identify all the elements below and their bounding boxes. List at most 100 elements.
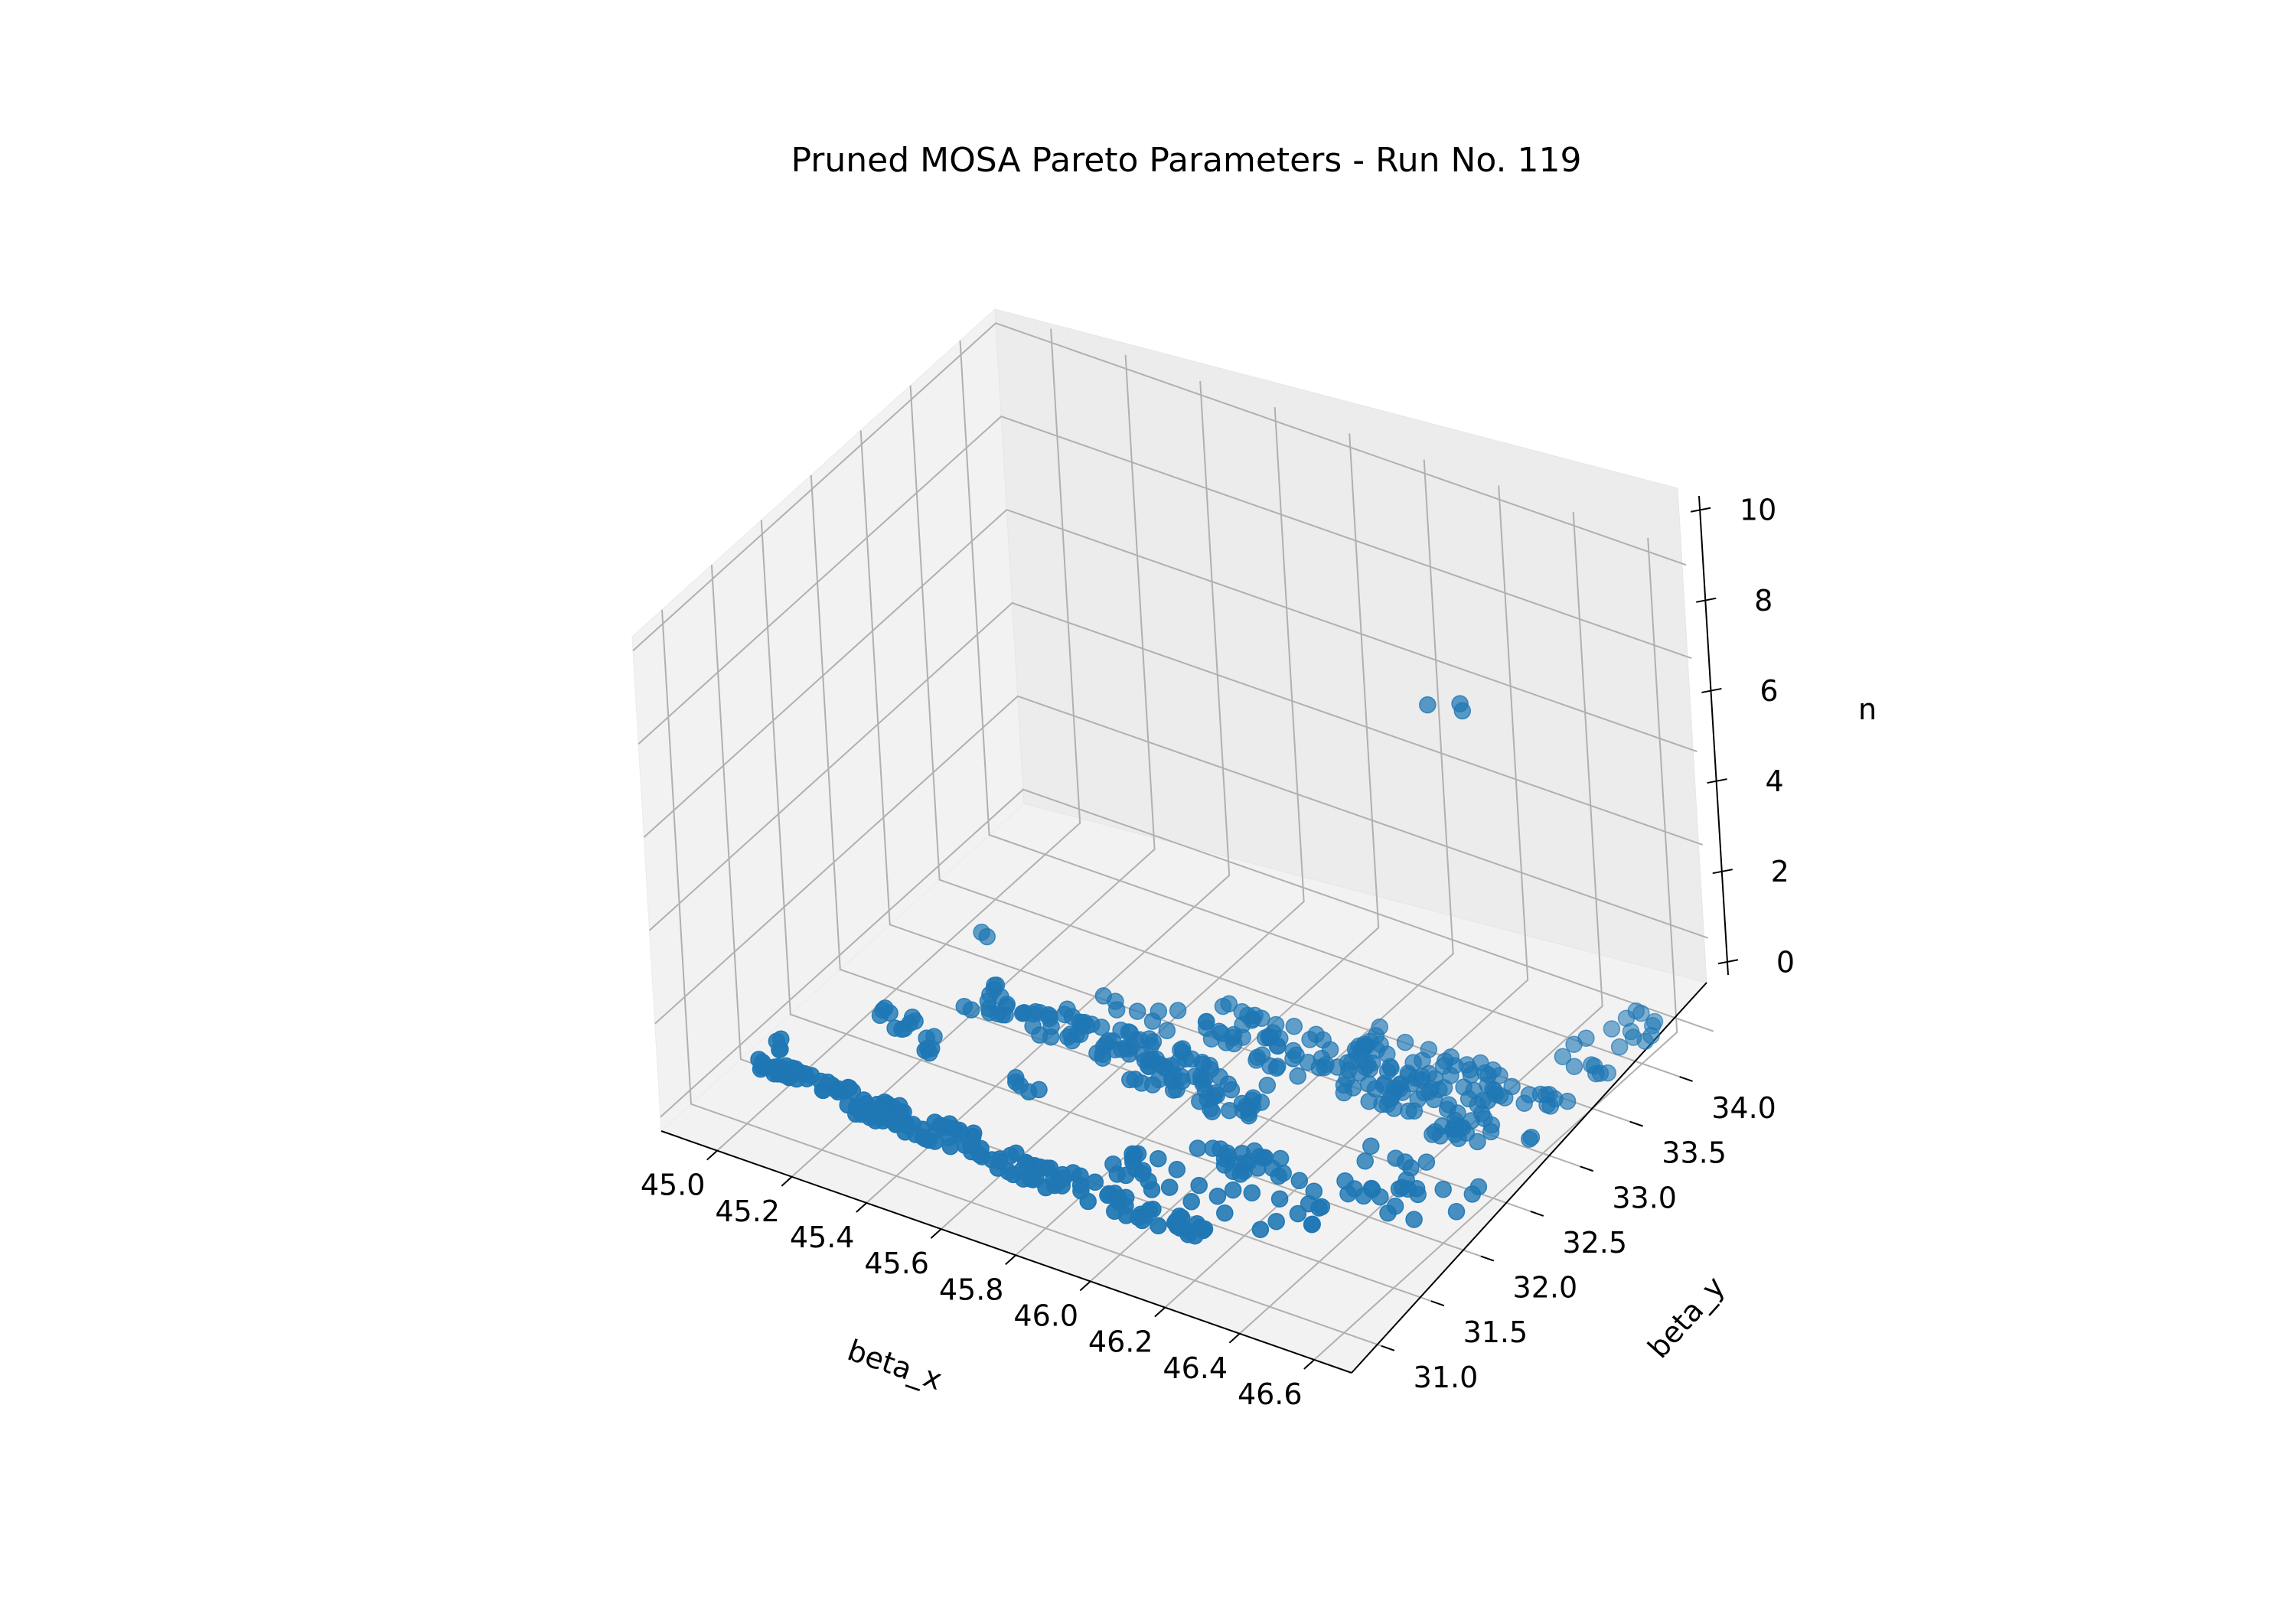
scatter-point bbox=[1037, 1178, 1055, 1197]
scatter-point bbox=[1267, 1212, 1285, 1231]
scatter-point bbox=[1042, 1028, 1060, 1046]
scatter-point bbox=[1419, 696, 1437, 714]
x-tick-label: 46.0 bbox=[1013, 1299, 1078, 1332]
scatter-point bbox=[1117, 1166, 1135, 1185]
x-tick-mark bbox=[706, 1149, 718, 1161]
scatter-point bbox=[1168, 1161, 1186, 1178]
y-tick-mark bbox=[1530, 1210, 1544, 1217]
scatter-point bbox=[1164, 1081, 1182, 1099]
scatter-point bbox=[1202, 1030, 1221, 1048]
scatter-point bbox=[1150, 1149, 1167, 1168]
scatter-point bbox=[1133, 1211, 1151, 1230]
scatter-point bbox=[1310, 1199, 1328, 1217]
y-tick-label: 34.0 bbox=[1711, 1091, 1776, 1125]
z-tick-mark bbox=[1701, 687, 1722, 693]
x-gridline bbox=[941, 407, 1305, 1230]
scatter-point bbox=[1094, 1049, 1112, 1067]
x-tick-mark bbox=[1228, 1333, 1241, 1344]
scatter-point bbox=[1208, 1187, 1227, 1205]
z-gridline bbox=[638, 416, 1692, 745]
z-gridline bbox=[648, 601, 1703, 931]
scatter-point bbox=[1554, 1048, 1572, 1066]
x-gridline bbox=[866, 380, 1231, 1204]
z-tick-mark bbox=[1696, 597, 1717, 603]
axis-ticks: 45.0 45.2 45.4 45.6 45.8 46.0 46.2 46.4 46.6 31.0… bbox=[641, 494, 1795, 1411]
scatter-point bbox=[1310, 1059, 1328, 1077]
z-tick-label: 0 bbox=[1776, 945, 1795, 979]
scatter-point bbox=[1636, 1032, 1654, 1050]
scatter-point bbox=[921, 1044, 938, 1062]
x-tick-label: 45.0 bbox=[641, 1169, 706, 1202]
x-axis-line bbox=[660, 1130, 1352, 1374]
scatter-point bbox=[771, 1041, 788, 1059]
scatter-point bbox=[1231, 1165, 1250, 1183]
z-gridline bbox=[632, 322, 1687, 652]
scatter-point bbox=[1186, 1227, 1204, 1245]
z-tick-mark bbox=[1712, 869, 1733, 875]
y-tick-label: 31.5 bbox=[1463, 1315, 1528, 1349]
scatter-point bbox=[788, 1070, 806, 1088]
scatter-point bbox=[1434, 1181, 1452, 1198]
scatter-point bbox=[1610, 1038, 1629, 1056]
scatter-point bbox=[1565, 1035, 1583, 1053]
y-tick-mark bbox=[1381, 1345, 1395, 1351]
scatter-point bbox=[1335, 1084, 1353, 1102]
x-tick-mark bbox=[930, 1228, 942, 1239]
scatter-point bbox=[1225, 1035, 1243, 1053]
y-gridline bbox=[810, 474, 1531, 1212]
scatter-point bbox=[1289, 1068, 1306, 1085]
scatter-point bbox=[1303, 1215, 1321, 1234]
scatter-point bbox=[1463, 1185, 1482, 1203]
z-tick-mark bbox=[1717, 959, 1739, 965]
scatter-point bbox=[1425, 1090, 1443, 1109]
scatter-point bbox=[1143, 1181, 1161, 1198]
scatter-point bbox=[1222, 1081, 1241, 1099]
scatter-point bbox=[1356, 1152, 1374, 1170]
x-tick-label: 46.2 bbox=[1088, 1325, 1153, 1359]
x-tick-label: 46.4 bbox=[1163, 1351, 1228, 1385]
z-axis-label: n bbox=[1858, 693, 1877, 726]
z-tick-label: 2 bbox=[1771, 855, 1789, 888]
scatter-point bbox=[1143, 1076, 1162, 1094]
scatter-point bbox=[1495, 1089, 1514, 1107]
x-tick-label: 45.8 bbox=[939, 1273, 1004, 1306]
y-tick-mark bbox=[1480, 1255, 1495, 1262]
scatter-point bbox=[1405, 1102, 1424, 1120]
scatter-point bbox=[926, 1133, 944, 1150]
y-tick-mark bbox=[1629, 1120, 1643, 1127]
scatter-point bbox=[1270, 1190, 1289, 1208]
z-axis-line bbox=[1698, 495, 1729, 976]
z-gridline bbox=[660, 788, 1714, 1118]
scatter-point bbox=[1150, 1217, 1167, 1235]
scatter-point bbox=[1371, 1188, 1389, 1206]
scatter-point bbox=[1020, 1083, 1038, 1101]
x-tick-label: 46.6 bbox=[1238, 1377, 1303, 1411]
axes-panes bbox=[631, 308, 1707, 1374]
scatter-point bbox=[1515, 1094, 1533, 1112]
scatter-point bbox=[1362, 1137, 1380, 1156]
scatter-point bbox=[1565, 1058, 1583, 1075]
scatter-point bbox=[1379, 1204, 1397, 1222]
scatter-point bbox=[1603, 1020, 1621, 1038]
scatter-point bbox=[1053, 1177, 1071, 1195]
scatter-point bbox=[1143, 1012, 1162, 1030]
scatter-point bbox=[871, 1006, 889, 1025]
scatter-point bbox=[1240, 1107, 1257, 1125]
scatter-point bbox=[1587, 1064, 1605, 1083]
x-tick-label: 45.2 bbox=[715, 1195, 780, 1228]
y-gridline bbox=[959, 340, 1680, 1077]
scatter-point bbox=[1214, 997, 1232, 1015]
y-tick-label: 33.5 bbox=[1662, 1136, 1727, 1170]
scatter-point bbox=[1396, 1033, 1414, 1051]
z-tick-label: 10 bbox=[1740, 494, 1776, 527]
scatter-point bbox=[1024, 1171, 1042, 1188]
z-gridline bbox=[643, 508, 1698, 838]
scatter-point bbox=[1079, 1192, 1097, 1211]
scatter-point bbox=[1447, 1203, 1466, 1221]
scatter-point bbox=[1224, 1181, 1242, 1199]
scatter-point bbox=[1190, 1176, 1208, 1195]
scatter-point bbox=[1290, 1172, 1309, 1190]
scatter-point bbox=[814, 1081, 832, 1100]
y-tick-mark bbox=[1430, 1300, 1445, 1307]
